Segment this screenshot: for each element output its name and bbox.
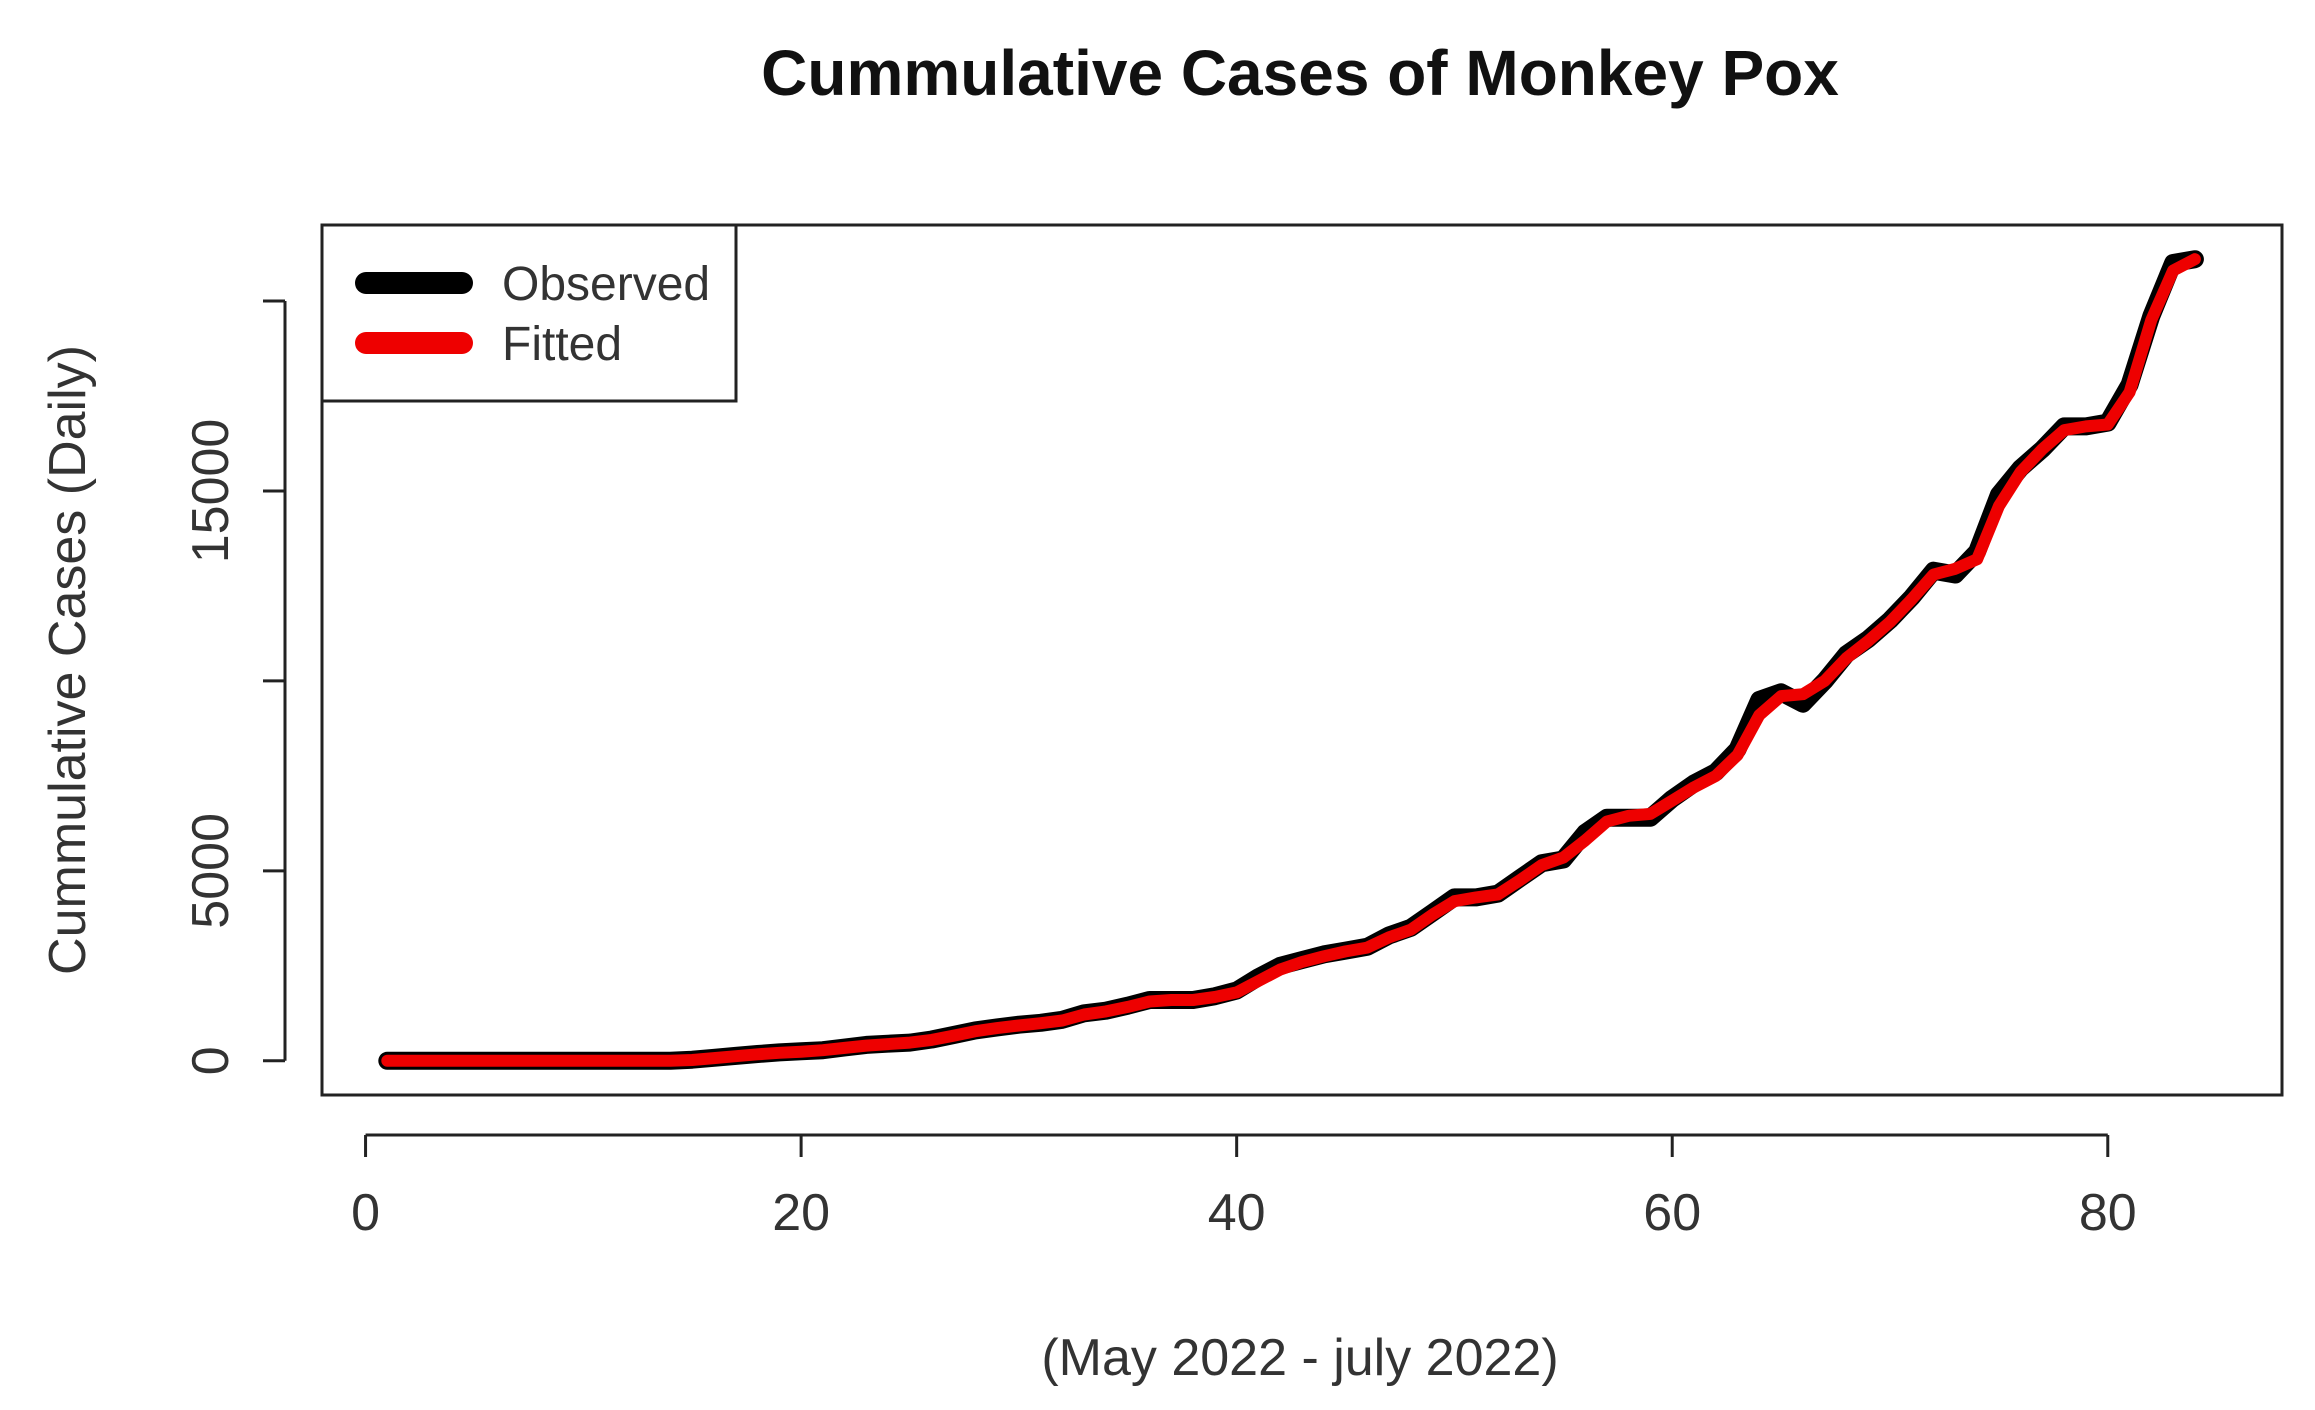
x-tick-label: 20	[772, 1184, 830, 1242]
y-tick-label: 15000	[182, 419, 240, 564]
series-layer	[378, 250, 2204, 1070]
y-tick-label: 0	[182, 1046, 240, 1075]
x-tick-label: 40	[1208, 1184, 1266, 1242]
y-axis: 0 5000 15000	[182, 299, 287, 1075]
x-axis-label: (May 2022 - july 2022)	[1041, 1329, 1558, 1387]
legend: Observed Fitted	[320, 223, 738, 403]
chart-title: Cummulative Cases of Monkey Pox	[761, 37, 1839, 109]
y-tick-label: 5000	[182, 813, 240, 929]
x-tick-label: 80	[2079, 1184, 2137, 1242]
plot-frame	[320, 223, 2284, 1097]
x-tick-label: 0	[351, 1184, 380, 1242]
legend-label-fitted: Fitted	[502, 318, 622, 371]
x-axis: 0 20 40 60 80	[351, 1133, 2137, 1242]
legend-label-observed: Observed	[502, 258, 710, 311]
x-tick-label: 60	[1643, 1184, 1701, 1242]
legend-box	[320, 223, 738, 403]
series-line-fitted	[381, 253, 2201, 1067]
y-axis-label: Cummulative Cases (Daily)	[39, 345, 97, 975]
